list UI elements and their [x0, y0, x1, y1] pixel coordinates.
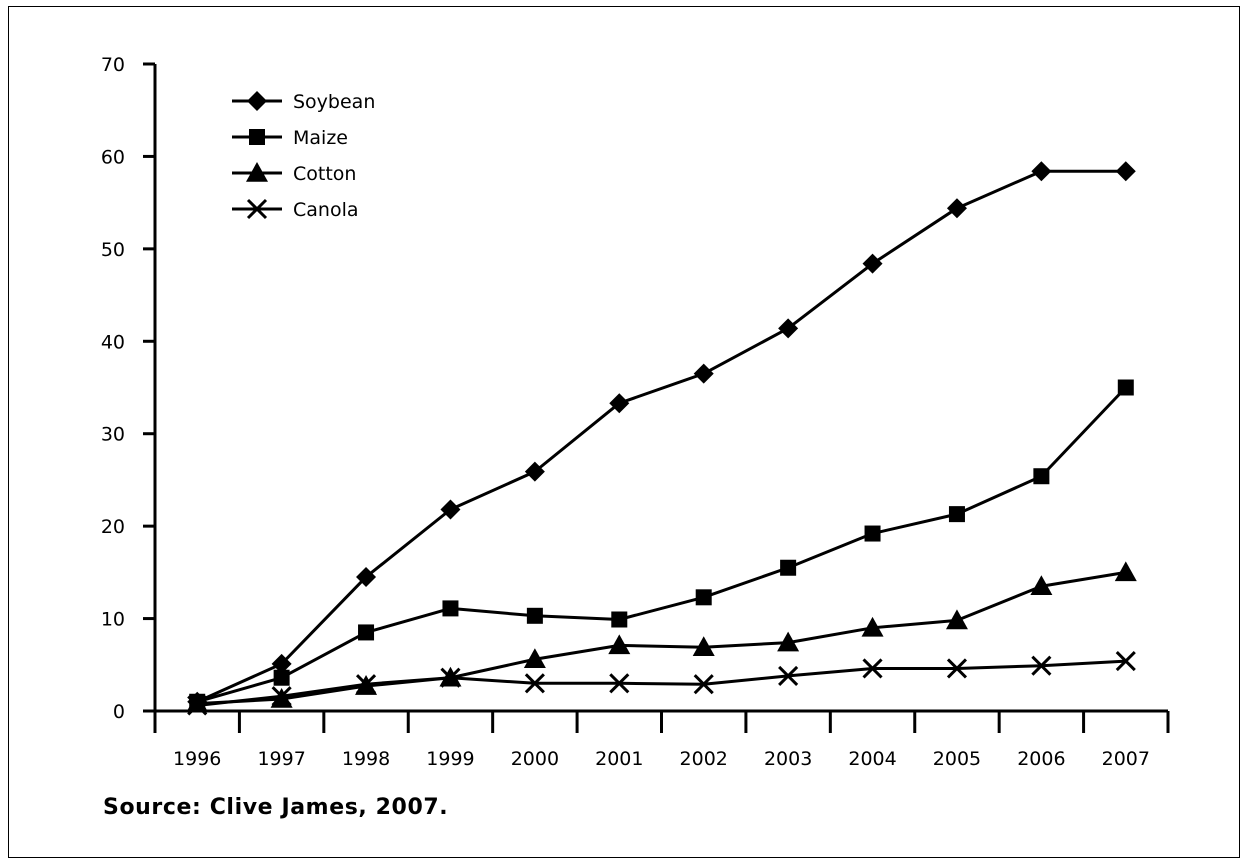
soybean-line [196, 169, 1126, 704]
soybean-point [946, 198, 967, 219]
legend-marker-maize [249, 129, 265, 145]
cotton-point [523, 648, 546, 669]
soybean-point [693, 363, 714, 384]
y-tick-label: 70 [101, 54, 125, 76]
canola-point [187, 695, 208, 716]
soybean-point [524, 461, 545, 482]
canola-point [355, 674, 377, 695]
x-tick-label: 2003 [764, 748, 812, 770]
cotton-point [1114, 561, 1137, 582]
x-marker-stroke [246, 198, 268, 220]
cotton-point [692, 636, 715, 657]
canola-point [1115, 651, 1136, 672]
canola-point [271, 686, 292, 707]
x-tick-label: 2001 [595, 748, 643, 770]
canola-point [778, 665, 799, 686]
x-marker-stroke [355, 674, 377, 695]
maize-point [948, 506, 965, 523]
maize-point [442, 600, 459, 617]
soybean-point [778, 318, 799, 339]
soybean-point [862, 253, 883, 274]
cotton-point [945, 609, 968, 630]
chart-frame [8, 6, 1240, 858]
maize-point [864, 525, 881, 542]
chart-series [186, 161, 1137, 716]
maize-point [526, 607, 543, 624]
cotton-point [861, 616, 884, 637]
legend-label-canola: Canola [293, 199, 359, 221]
x-marker-stroke [440, 667, 461, 688]
x-tick-label: 1997 [257, 748, 305, 770]
x-tick-label: 2002 [680, 748, 728, 770]
x-tick-label: 1998 [342, 748, 390, 770]
soybean-point [609, 393, 630, 414]
maize-point [780, 559, 797, 576]
x-tick-label: 2004 [848, 748, 896, 770]
canola-point [862, 658, 883, 679]
chart-axes: 0 10 20 30 40 50 60 70 1996 1997 1998 1999 2000 2001 2… [101, 54, 1170, 770]
x-marker-stroke [271, 686, 292, 707]
maize-point [611, 611, 628, 628]
x-tick-label: 1999 [426, 748, 474, 770]
x-marker-stroke [946, 658, 968, 679]
soybean-point [356, 566, 377, 587]
cotton-point [1030, 575, 1053, 596]
maize-point [358, 624, 375, 641]
legend-marker-cotton [246, 162, 268, 182]
soybean-point [271, 653, 292, 674]
soybean-point [1115, 161, 1136, 182]
canola-point [693, 674, 714, 695]
canola-point [1031, 655, 1052, 676]
maize-point [1117, 379, 1134, 396]
y-tick-label: 0 [113, 701, 125, 723]
canola-point [440, 667, 461, 688]
x-marker-stroke [862, 658, 883, 679]
y-tick-label: 20 [101, 516, 125, 538]
cotton-point [777, 631, 800, 652]
maize-point [695, 589, 712, 606]
cotton-point [608, 634, 631, 655]
x-tick-label: 1996 [173, 748, 221, 770]
x-marker-stroke [693, 674, 714, 695]
x-marker-stroke [1031, 655, 1052, 676]
y-tick-label: 30 [101, 424, 125, 446]
maize-point [1033, 468, 1050, 485]
canola-point [946, 658, 968, 679]
canola-point [609, 673, 630, 694]
source-note: Source: Clive James, 2007. [103, 795, 449, 820]
legend-marker-canola [246, 198, 268, 220]
legend-label-cotton: Cotton [293, 163, 356, 185]
cotton-point [186, 692, 209, 713]
x-marker-stroke [187, 695, 208, 716]
y-tick-label: 60 [101, 146, 125, 168]
y-tick-label: 50 [101, 239, 125, 261]
x-marker-stroke [609, 673, 630, 694]
soybean-point [1031, 161, 1052, 182]
x-marker-stroke [524, 673, 545, 694]
x-tick-label: 2006 [1017, 748, 1065, 770]
canola-point [524, 673, 545, 694]
x-tick-label: 2007 [1102, 748, 1150, 770]
x-tick-label: 2005 [933, 748, 981, 770]
legend-label-maize: Maize [293, 127, 348, 149]
legend-marker-soybean [247, 91, 267, 111]
x-marker-stroke [778, 665, 799, 686]
y-tick-label: 10 [101, 609, 125, 631]
x-marker-stroke [1115, 651, 1136, 672]
cotton-line [197, 570, 1127, 706]
y-tick-label: 40 [101, 331, 125, 353]
x-tick-label: 2000 [511, 748, 559, 770]
canola-line [197, 659, 1126, 707]
chart-legend: Soybean Maize Cotton Canola [232, 91, 375, 221]
legend-label-soybean: Soybean [293, 91, 375, 113]
maize-point [273, 669, 290, 686]
maize-line [196, 386, 1127, 704]
soybean-point [440, 499, 461, 520]
